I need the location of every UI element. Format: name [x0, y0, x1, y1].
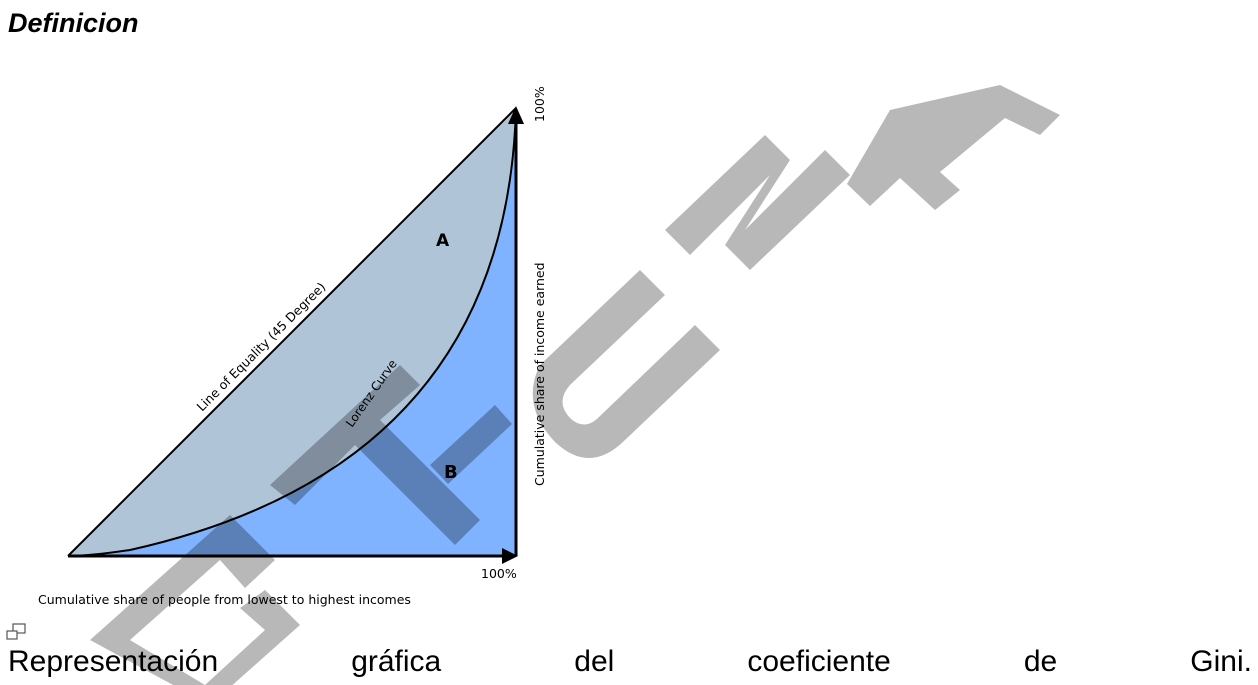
gini-diagram: A B Line of Equality (45 Degree) Lorenz …	[0, 70, 1258, 630]
area-b	[68, 108, 516, 556]
equality-line	[67, 107, 517, 557]
caption-word: gráfica	[351, 645, 442, 678]
figure-caption: Representación gráfica del coeficiente d…	[8, 643, 1252, 681]
x-axis-arrow	[502, 548, 518, 564]
x-max-label: 100%	[481, 566, 517, 581]
y-axis-arrow	[508, 106, 524, 124]
area-b-label: B	[444, 462, 458, 483]
caption-word: coeficiente	[747, 645, 891, 678]
image-frame-icon	[6, 623, 26, 640]
section-heading: Definicion	[8, 8, 139, 38]
caption-word: de	[1023, 645, 1058, 678]
caption-word: Representación	[8, 645, 219, 678]
y-axis-label: Cumulative share of income earned	[532, 262, 547, 486]
caption-word: del	[574, 645, 615, 678]
y-max-label: 100%	[532, 86, 547, 122]
lorenz-curve-line	[67, 107, 517, 557]
caption-word: Gini.	[1190, 645, 1252, 678]
x-axis-label: Cumulative share of people from lowest t…	[38, 592, 411, 607]
area-a-label: A	[436, 231, 450, 251]
